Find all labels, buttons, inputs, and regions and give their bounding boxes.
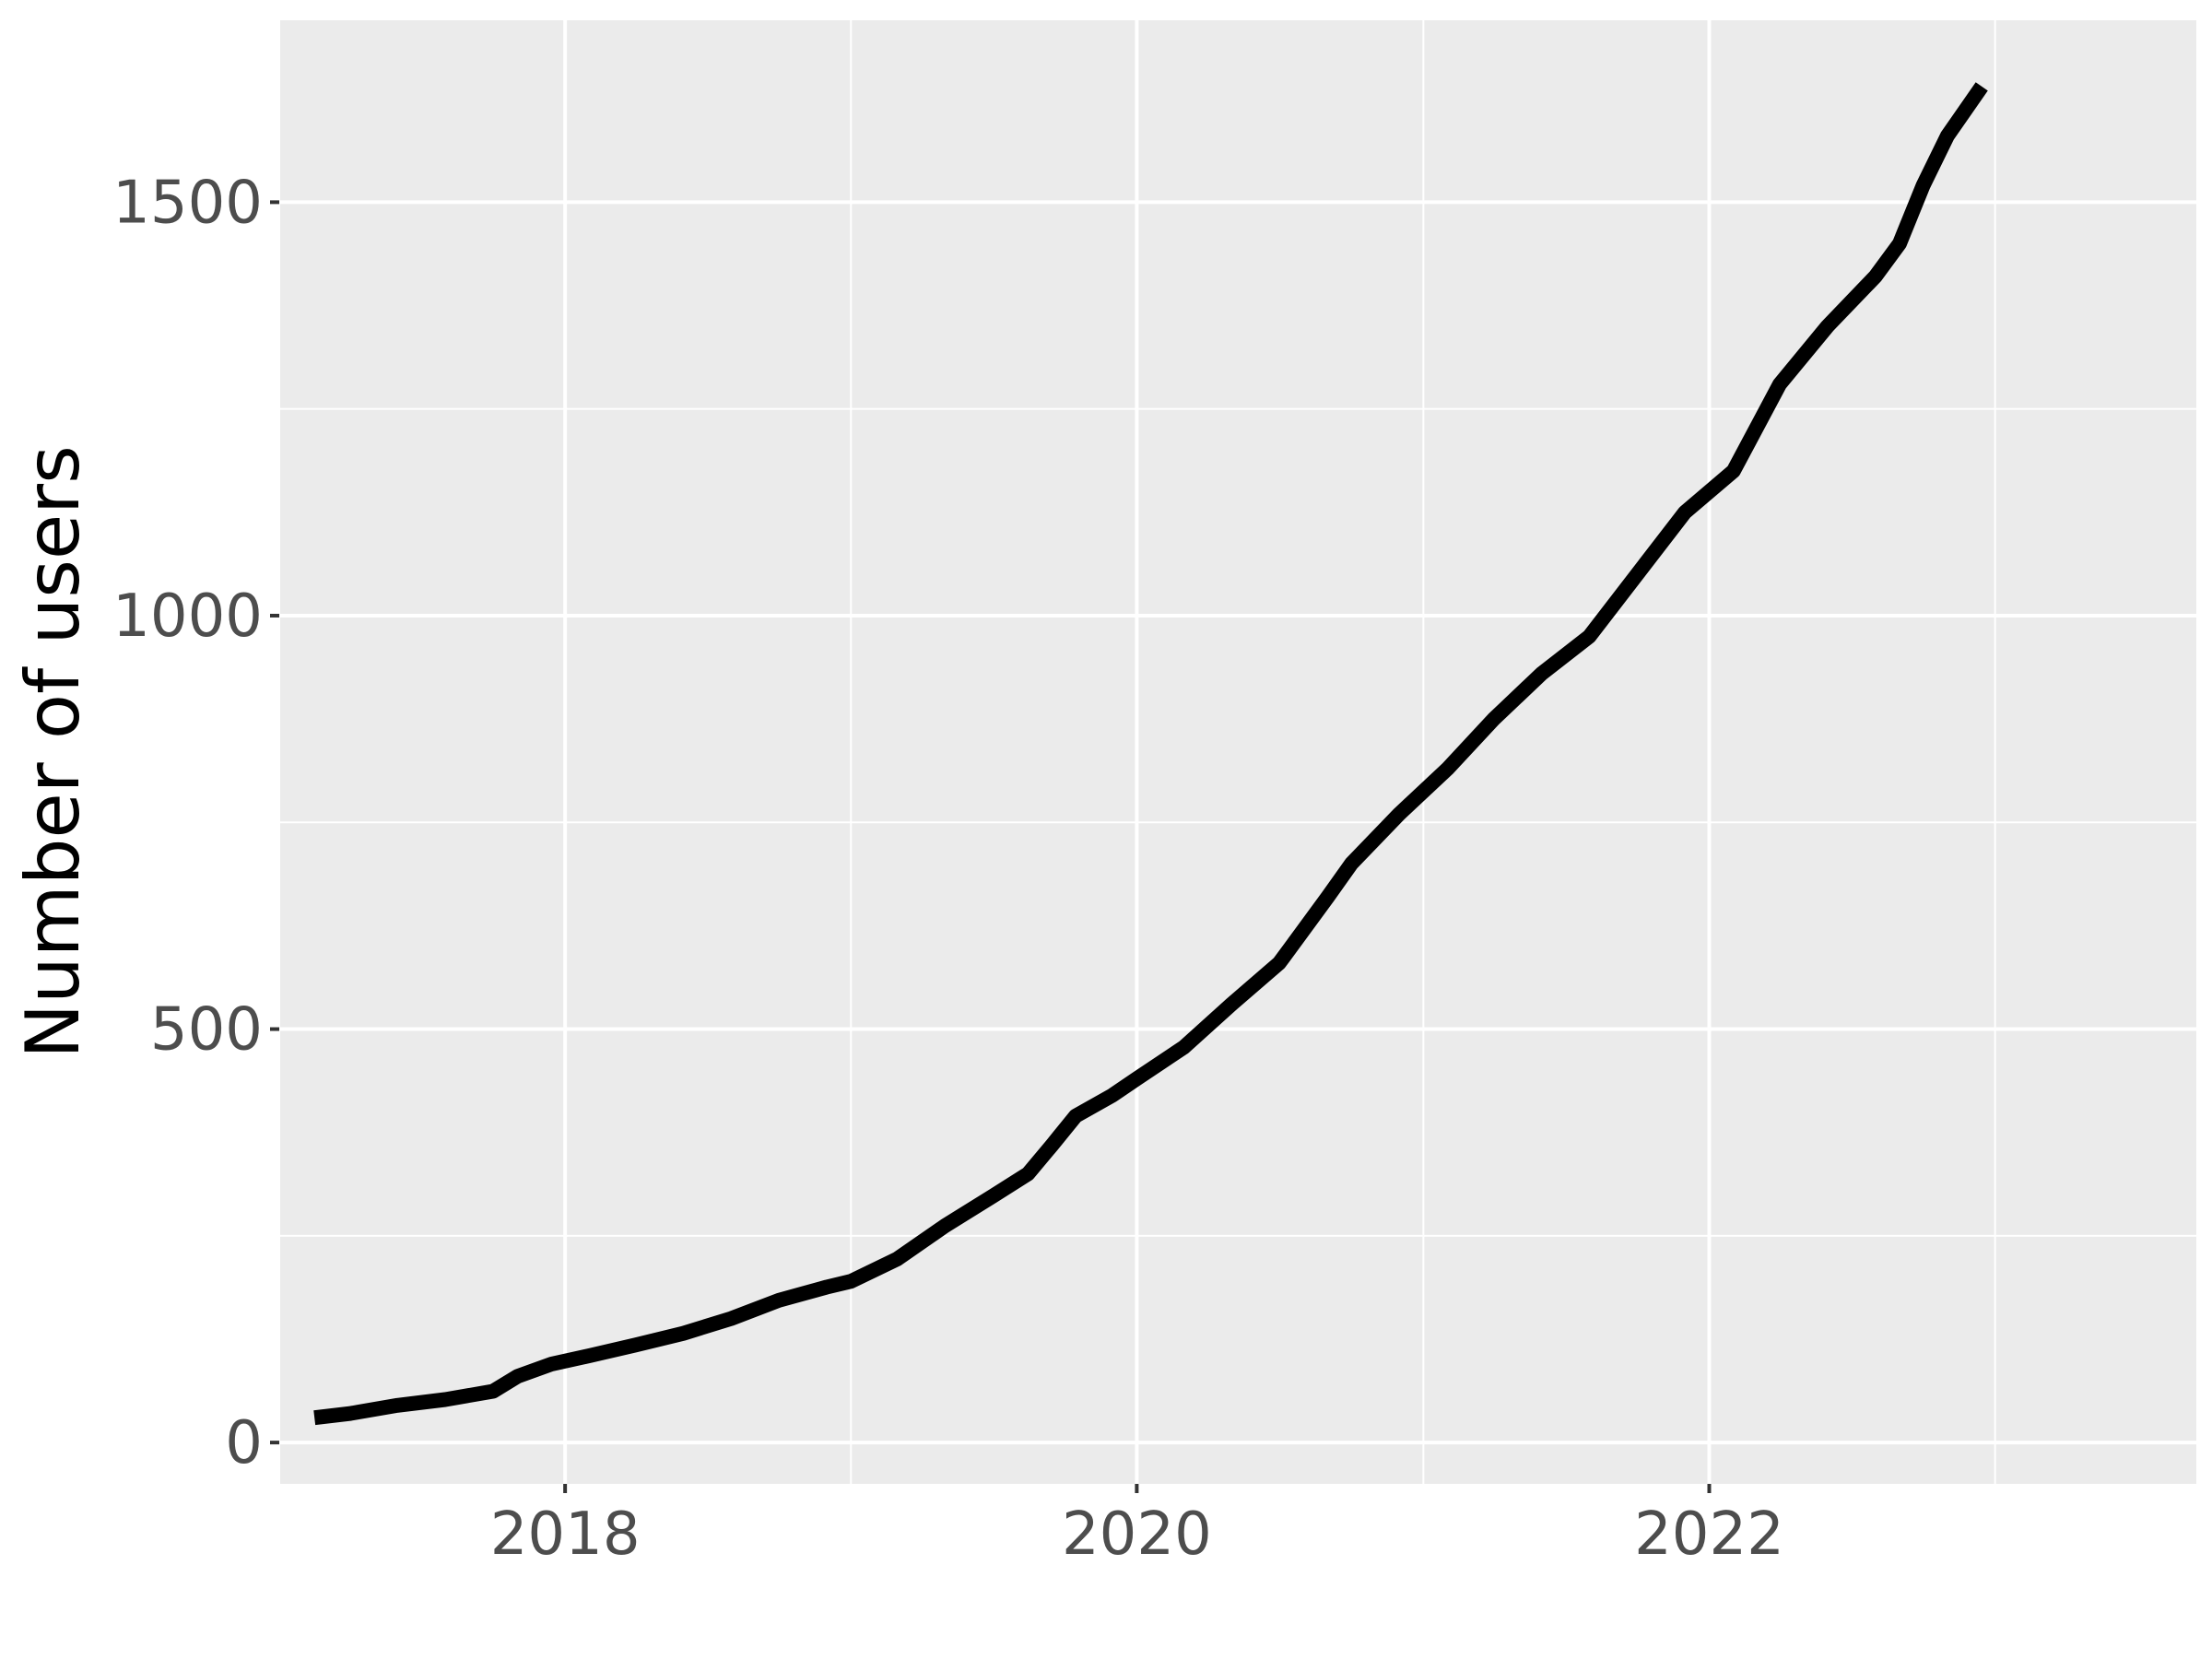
minor-gridlines (278, 20, 2196, 1484)
y-axis: 0 500 1000 1500 (112, 169, 279, 1477)
data-series (313, 82, 1988, 1426)
y-axis-title: Number of users (10, 445, 96, 1059)
y-tick-label: 1000 (112, 582, 263, 651)
x-tick-label: 2020 (1062, 1500, 1212, 1569)
y-tick-label: 0 (225, 1409, 263, 1477)
y-tick-label: 500 (150, 996, 263, 1065)
series-line (313, 82, 1988, 1426)
x-axis: 2018 2020 2022 (490, 1484, 1784, 1569)
x-tick-label: 2022 (1634, 1500, 1784, 1569)
y-tick-label: 1500 (112, 169, 263, 237)
x-tick-label: 2018 (490, 1500, 641, 1569)
major-gridlines (279, 20, 2196, 1484)
